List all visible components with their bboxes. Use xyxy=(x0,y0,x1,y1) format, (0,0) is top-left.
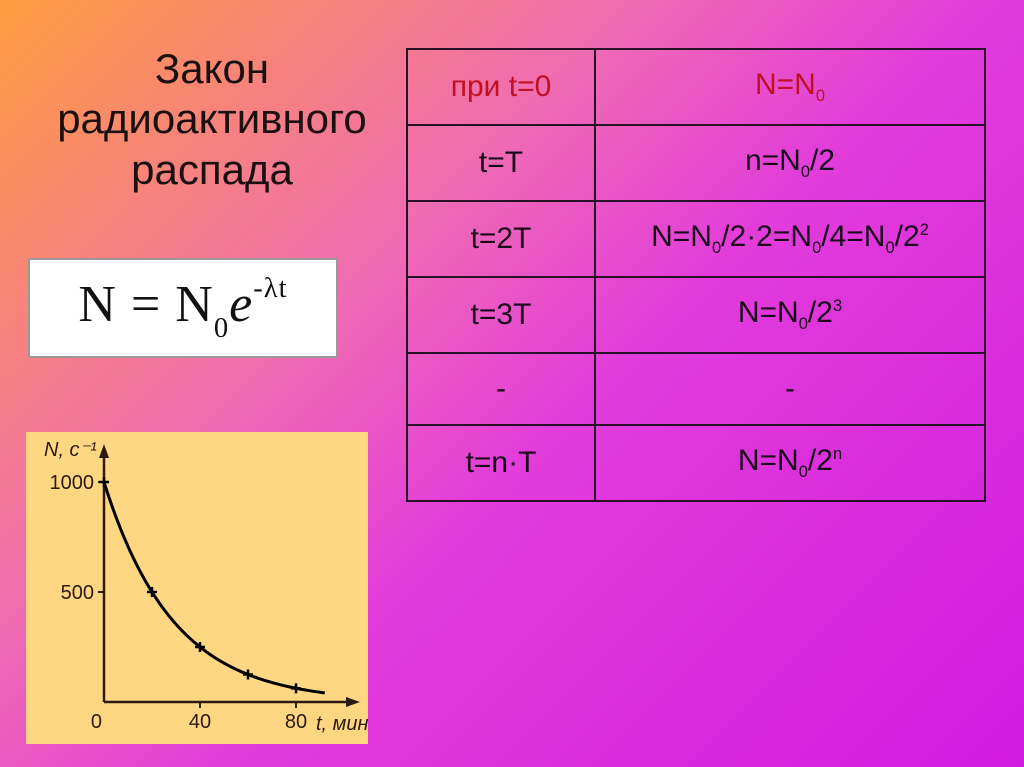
decay-chart: 500 1000 0 40 80 N, c⁻¹ t, мин xyxy=(26,432,368,744)
table-cell: N=N0/2·2=N0/4=N0/22 xyxy=(595,201,985,277)
svg-text:0: 0 xyxy=(91,711,102,733)
svg-text:1000: 1000 xyxy=(50,472,95,494)
svg-text:N, c⁻¹: N, c⁻¹ xyxy=(44,439,97,461)
svg-text:80: 80 xyxy=(285,711,307,733)
table-cell: N=N0/23 xyxy=(595,277,985,353)
table-cell: n=N0/2 xyxy=(595,125,985,201)
decay-chart-svg: 500 1000 0 40 80 N, c⁻¹ t, мин xyxy=(26,432,368,744)
formula-box: N = N0e-λt xyxy=(28,258,338,358)
table-cell: t=T xyxy=(407,125,595,201)
table-cell: N=N0 xyxy=(595,49,985,125)
table-row: -- xyxy=(407,353,985,425)
table-cell: при t=0 xyxy=(407,49,595,125)
page-title: Закон радиоактивного распада xyxy=(32,44,392,195)
table-row: при t=0N=N0 xyxy=(407,49,985,125)
table-row: t=Tn=N0/2 xyxy=(407,125,985,201)
table-row: t=2TN=N0/2·2=N0/4=N0/22 xyxy=(407,201,985,277)
decay-formula: N = N0e-λt xyxy=(78,275,287,340)
table-cell: - xyxy=(595,353,985,425)
svg-text:t, мин: t, мин xyxy=(316,713,368,735)
table-cell: N=N0/2n xyxy=(595,425,985,501)
table-cell: - xyxy=(407,353,595,425)
table-cell: t=n·T xyxy=(407,425,595,501)
decay-table-body: при t=0N=N0t=Tn=N0/2t=2TN=N0/2·2=N0/4=N0… xyxy=(407,49,985,501)
table-cell: t=3T xyxy=(407,277,595,353)
svg-text:40: 40 xyxy=(189,711,211,733)
table-cell: t=2T xyxy=(407,201,595,277)
decay-table: при t=0N=N0t=Tn=N0/2t=2TN=N0/2·2=N0/4=N0… xyxy=(406,48,986,502)
table-row: t=3TN=N0/23 xyxy=(407,277,985,353)
svg-text:500: 500 xyxy=(61,582,94,604)
table-row: t=n·TN=N0/2n xyxy=(407,425,985,501)
